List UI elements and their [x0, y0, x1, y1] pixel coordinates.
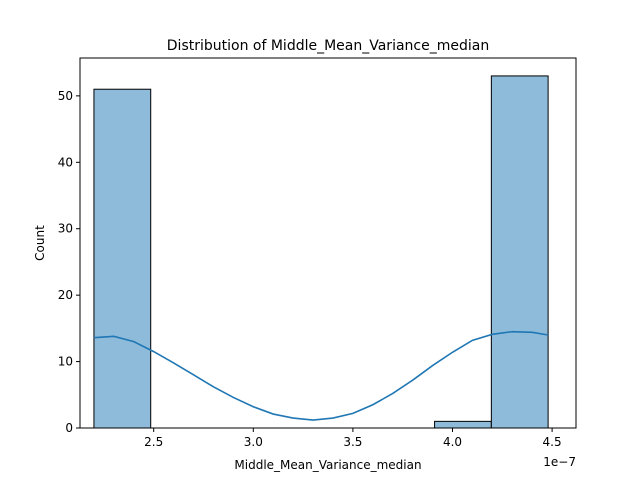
y-tick-label-1: 10	[58, 355, 73, 369]
chart-title: Distribution of Middle_Mean_Variance_med…	[167, 38, 489, 54]
y-tick-label-5: 50	[58, 89, 73, 103]
x-tick-label-0: 2.5	[144, 435, 163, 449]
kde-curve	[93, 330, 549, 421]
histogram-bar-7	[490, 75, 549, 429]
plot-frame	[79, 57, 577, 429]
x-tick-label-2: 3.5	[343, 435, 362, 449]
x-axis-label: Middle_Mean_Variance_median	[234, 458, 421, 472]
histogram-bar-0	[93, 88, 152, 429]
x-tick-label-3: 4.0	[443, 435, 462, 449]
y-axis-label: Count	[33, 225, 47, 261]
y-tick-label-4: 40	[58, 155, 73, 169]
y-tick-label-0: 0	[65, 421, 73, 435]
x-tick-label-1: 3.0	[244, 435, 263, 449]
histogram-bars	[93, 75, 549, 429]
x-tick-label-4: 4.5	[543, 435, 562, 449]
x-axis-offset-label: 1e−7	[543, 455, 576, 469]
y-tick-label-3: 30	[58, 222, 73, 236]
y-tick-label-2: 20	[58, 288, 73, 302]
histogram-bar-6	[434, 420, 492, 429]
axes: 2.5 3.0 3.5 4.0 4.5 0 10 20 30 40 50	[58, 57, 577, 449]
